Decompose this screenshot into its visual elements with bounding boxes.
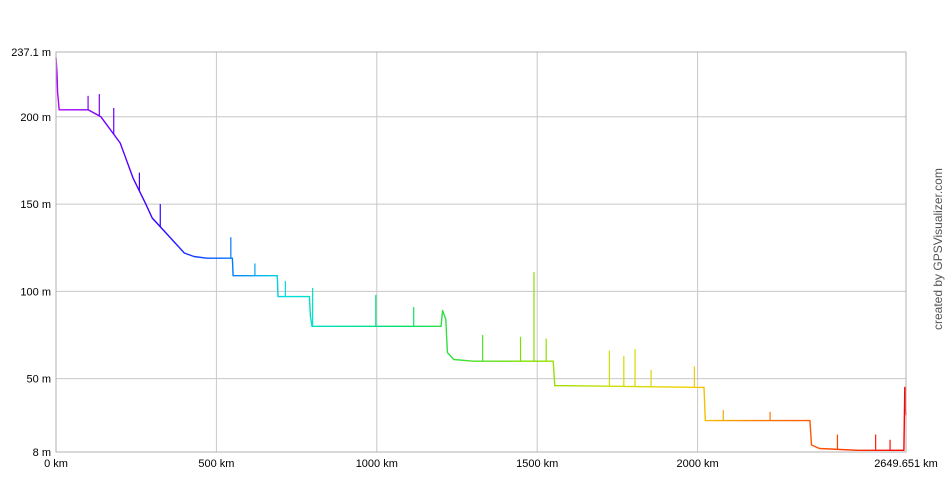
x-tick-label: 2649.651 km <box>874 458 938 470</box>
x-tick-label: 2000 km <box>676 458 718 470</box>
x-tick-label: 1500 km <box>516 458 558 470</box>
y-tick-label: 8 m <box>33 447 51 459</box>
elevation-series <box>55 57 907 451</box>
y-tick-label: 200 m <box>20 112 51 124</box>
plot-area <box>56 52 906 452</box>
x-tick-label: 500 km <box>198 458 234 470</box>
credit-label: created by GPSVisualizer.com <box>931 168 945 330</box>
axis-tick-labels: 0 km 500 km 1000 km 1500 km 2000 km 2649.651 … <box>11 47 938 470</box>
y-tick-label: 100 m <box>20 286 51 298</box>
y-tick-label: 150 m <box>20 199 51 211</box>
elevation-line <box>55 57 907 451</box>
plot-border <box>55 51 907 453</box>
x-tick-label: 0 km <box>44 458 68 470</box>
y-tick-label: 237.1 m <box>11 47 51 59</box>
y-tick-label: 50 m <box>27 374 51 386</box>
x-tick-label: 1000 km <box>356 458 398 470</box>
